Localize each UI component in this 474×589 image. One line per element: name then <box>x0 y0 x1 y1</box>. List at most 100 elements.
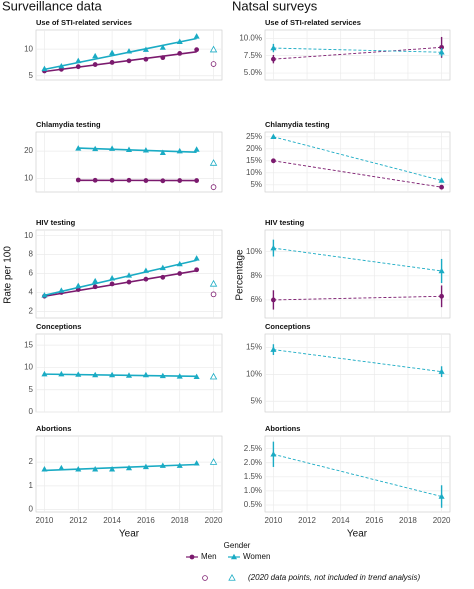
point <box>92 145 99 152</box>
point <box>142 463 149 470</box>
line <box>273 136 442 181</box>
legend-marker <box>202 575 208 581</box>
point <box>194 267 200 273</box>
point <box>109 466 116 472</box>
panel <box>264 29 451 81</box>
point <box>271 56 276 62</box>
y-tick-label: 1.5% <box>244 472 262 481</box>
line <box>273 295 442 301</box>
point <box>270 244 277 251</box>
point <box>109 281 115 287</box>
trend-line <box>44 269 197 298</box>
point <box>210 61 217 67</box>
y-tick-label: 2.5% <box>244 444 262 453</box>
y-tick-label: 5% <box>250 180 262 189</box>
y-tick-label: 10 <box>24 363 33 372</box>
point <box>126 177 132 183</box>
panel-title: Use of STI-related services <box>265 18 361 27</box>
panel-title: Chlamydia testing <box>265 120 330 129</box>
point <box>125 146 133 152</box>
point <box>109 177 115 183</box>
trend-line <box>44 51 197 73</box>
y-tick-label: 10% <box>246 369 262 378</box>
point <box>159 264 166 271</box>
point <box>125 464 133 471</box>
y-tick-label: 10% <box>246 247 262 256</box>
point <box>92 277 99 284</box>
point <box>75 466 82 472</box>
y-tick-label: 10 <box>24 231 33 240</box>
point <box>177 51 183 56</box>
y-tick-label: 1.0% <box>244 486 262 495</box>
y-tick-label: 5 <box>29 385 34 394</box>
point <box>109 145 116 151</box>
point <box>109 49 116 56</box>
point <box>160 274 166 280</box>
point <box>438 493 445 499</box>
panel <box>264 131 451 193</box>
point <box>142 267 149 273</box>
column-title: Natsal surveys <box>232 0 318 13</box>
point <box>58 287 65 293</box>
panel <box>35 131 223 193</box>
point <box>41 292 48 298</box>
point <box>92 177 98 183</box>
y-tick-label: 10.0% <box>239 33 262 42</box>
point <box>271 158 276 164</box>
point <box>109 275 116 281</box>
point <box>142 371 149 378</box>
panel <box>35 435 223 513</box>
panel-title: Chlamydia testing <box>36 120 101 129</box>
y-tick-label: 15% <box>246 343 262 352</box>
point <box>58 464 65 471</box>
point <box>177 178 183 183</box>
point <box>75 371 82 377</box>
y-tick-label: 5% <box>250 396 262 405</box>
line <box>273 160 442 188</box>
panel-title: Conceptions <box>265 322 310 331</box>
panel <box>264 229 451 319</box>
point <box>438 368 445 374</box>
panel-title: HIV testing <box>265 218 305 227</box>
point <box>176 462 183 468</box>
legend-note: (2020 data points, not included in trend… <box>248 573 420 582</box>
point <box>439 293 444 299</box>
panel-title: Conceptions <box>36 322 81 331</box>
point <box>438 49 445 55</box>
x-tick-label: 2012 <box>69 516 87 525</box>
y-tick-label: 0.5% <box>244 500 262 509</box>
point <box>193 146 200 152</box>
y-tick-label: 6 <box>29 269 34 278</box>
line <box>273 247 442 272</box>
y-tick-label: 15% <box>246 156 262 165</box>
legend-title: Gender <box>224 541 251 550</box>
point <box>143 56 149 62</box>
point <box>92 284 98 290</box>
y-tick-label: 10% <box>246 168 262 177</box>
y-tick-label: 10 <box>24 44 33 53</box>
point <box>209 279 218 287</box>
point <box>271 297 276 303</box>
point <box>210 291 217 298</box>
y-tick-label: 10 <box>24 173 33 182</box>
line <box>273 349 442 373</box>
y-tick-label: 0 <box>29 407 34 416</box>
legend-marker <box>228 573 236 581</box>
point <box>75 57 82 64</box>
panel-title: HIV testing <box>36 218 76 227</box>
point <box>194 47 200 53</box>
point <box>143 276 149 282</box>
x-tick-label: 2014 <box>332 516 350 525</box>
point <box>193 33 200 39</box>
point <box>142 147 149 153</box>
panel-title: Abortions <box>265 424 300 433</box>
point <box>194 178 200 183</box>
point <box>438 267 445 274</box>
point <box>58 370 65 377</box>
point <box>126 58 132 64</box>
point <box>125 372 133 378</box>
y-tick-label: 2 <box>29 457 34 466</box>
point <box>160 178 166 184</box>
x-tick-label: 2018 <box>399 516 417 525</box>
